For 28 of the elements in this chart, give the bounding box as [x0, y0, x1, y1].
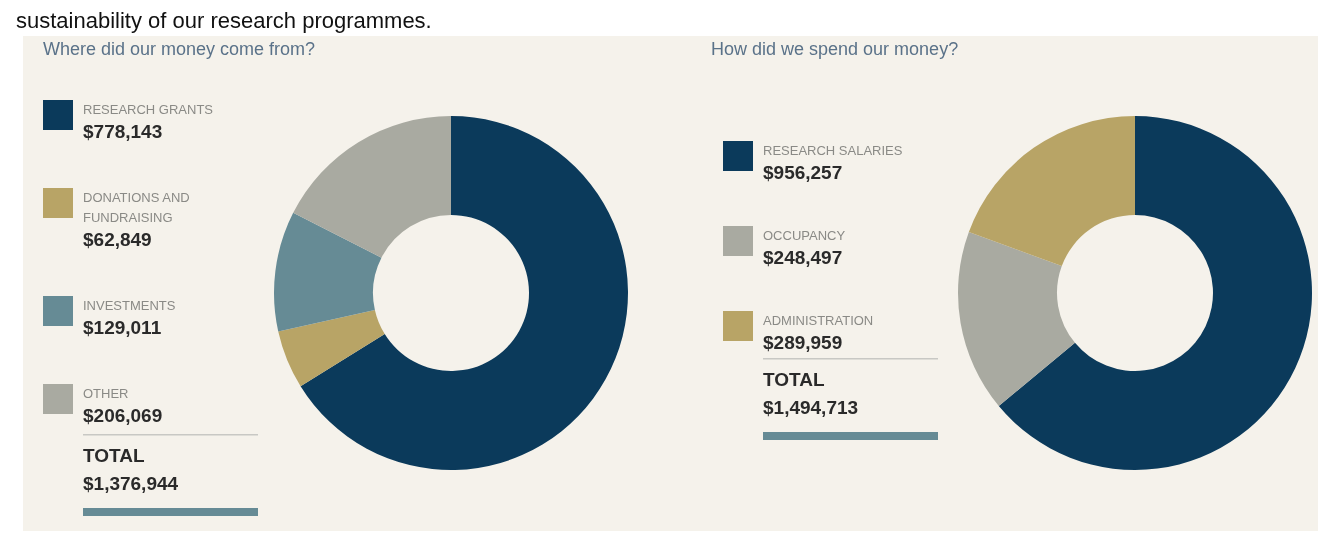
data-label: $62,849	[83, 229, 152, 250]
text: $1,494,713	[763, 397, 859, 418]
donut-slice	[968, 116, 1135, 267]
legend-label: OCCUPANCY	[763, 228, 846, 243]
text: TOTAL	[763, 369, 825, 390]
donut-slice	[300, 116, 628, 470]
text: TOTAL	[83, 445, 145, 466]
legend-label: OTHER	[83, 386, 129, 401]
chart-title: Where did our money come from?	[43, 39, 316, 59]
legend-label: DONATIONS AND FUNDRAISING	[83, 190, 190, 225]
legend-label: INVESTMENTS	[83, 298, 176, 313]
legend-label: RESEARCH GRANTS	[83, 102, 214, 117]
data-label: $778,143	[83, 121, 163, 142]
donut-slice	[293, 116, 451, 258]
legend-label: ADMINISTRATION	[763, 313, 874, 328]
data-label: $956,257	[763, 162, 843, 183]
data-label: $248,497	[763, 247, 843, 268]
donut-slice	[958, 231, 1075, 407]
donut-slice	[278, 309, 385, 387]
legend-label: RESEARCH SALARIES	[763, 143, 903, 158]
text: sustainability of our research programmes.	[16, 8, 432, 33]
data-label: $129,011	[83, 317, 162, 338]
donut-slice	[998, 116, 1312, 470]
text: $1,376,944	[83, 473, 179, 494]
data-label: $206,069	[83, 405, 163, 426]
donut-slice	[274, 212, 382, 332]
chart-title: How did we spend our money?	[711, 39, 959, 59]
data-label: $289,959	[763, 332, 843, 353]
